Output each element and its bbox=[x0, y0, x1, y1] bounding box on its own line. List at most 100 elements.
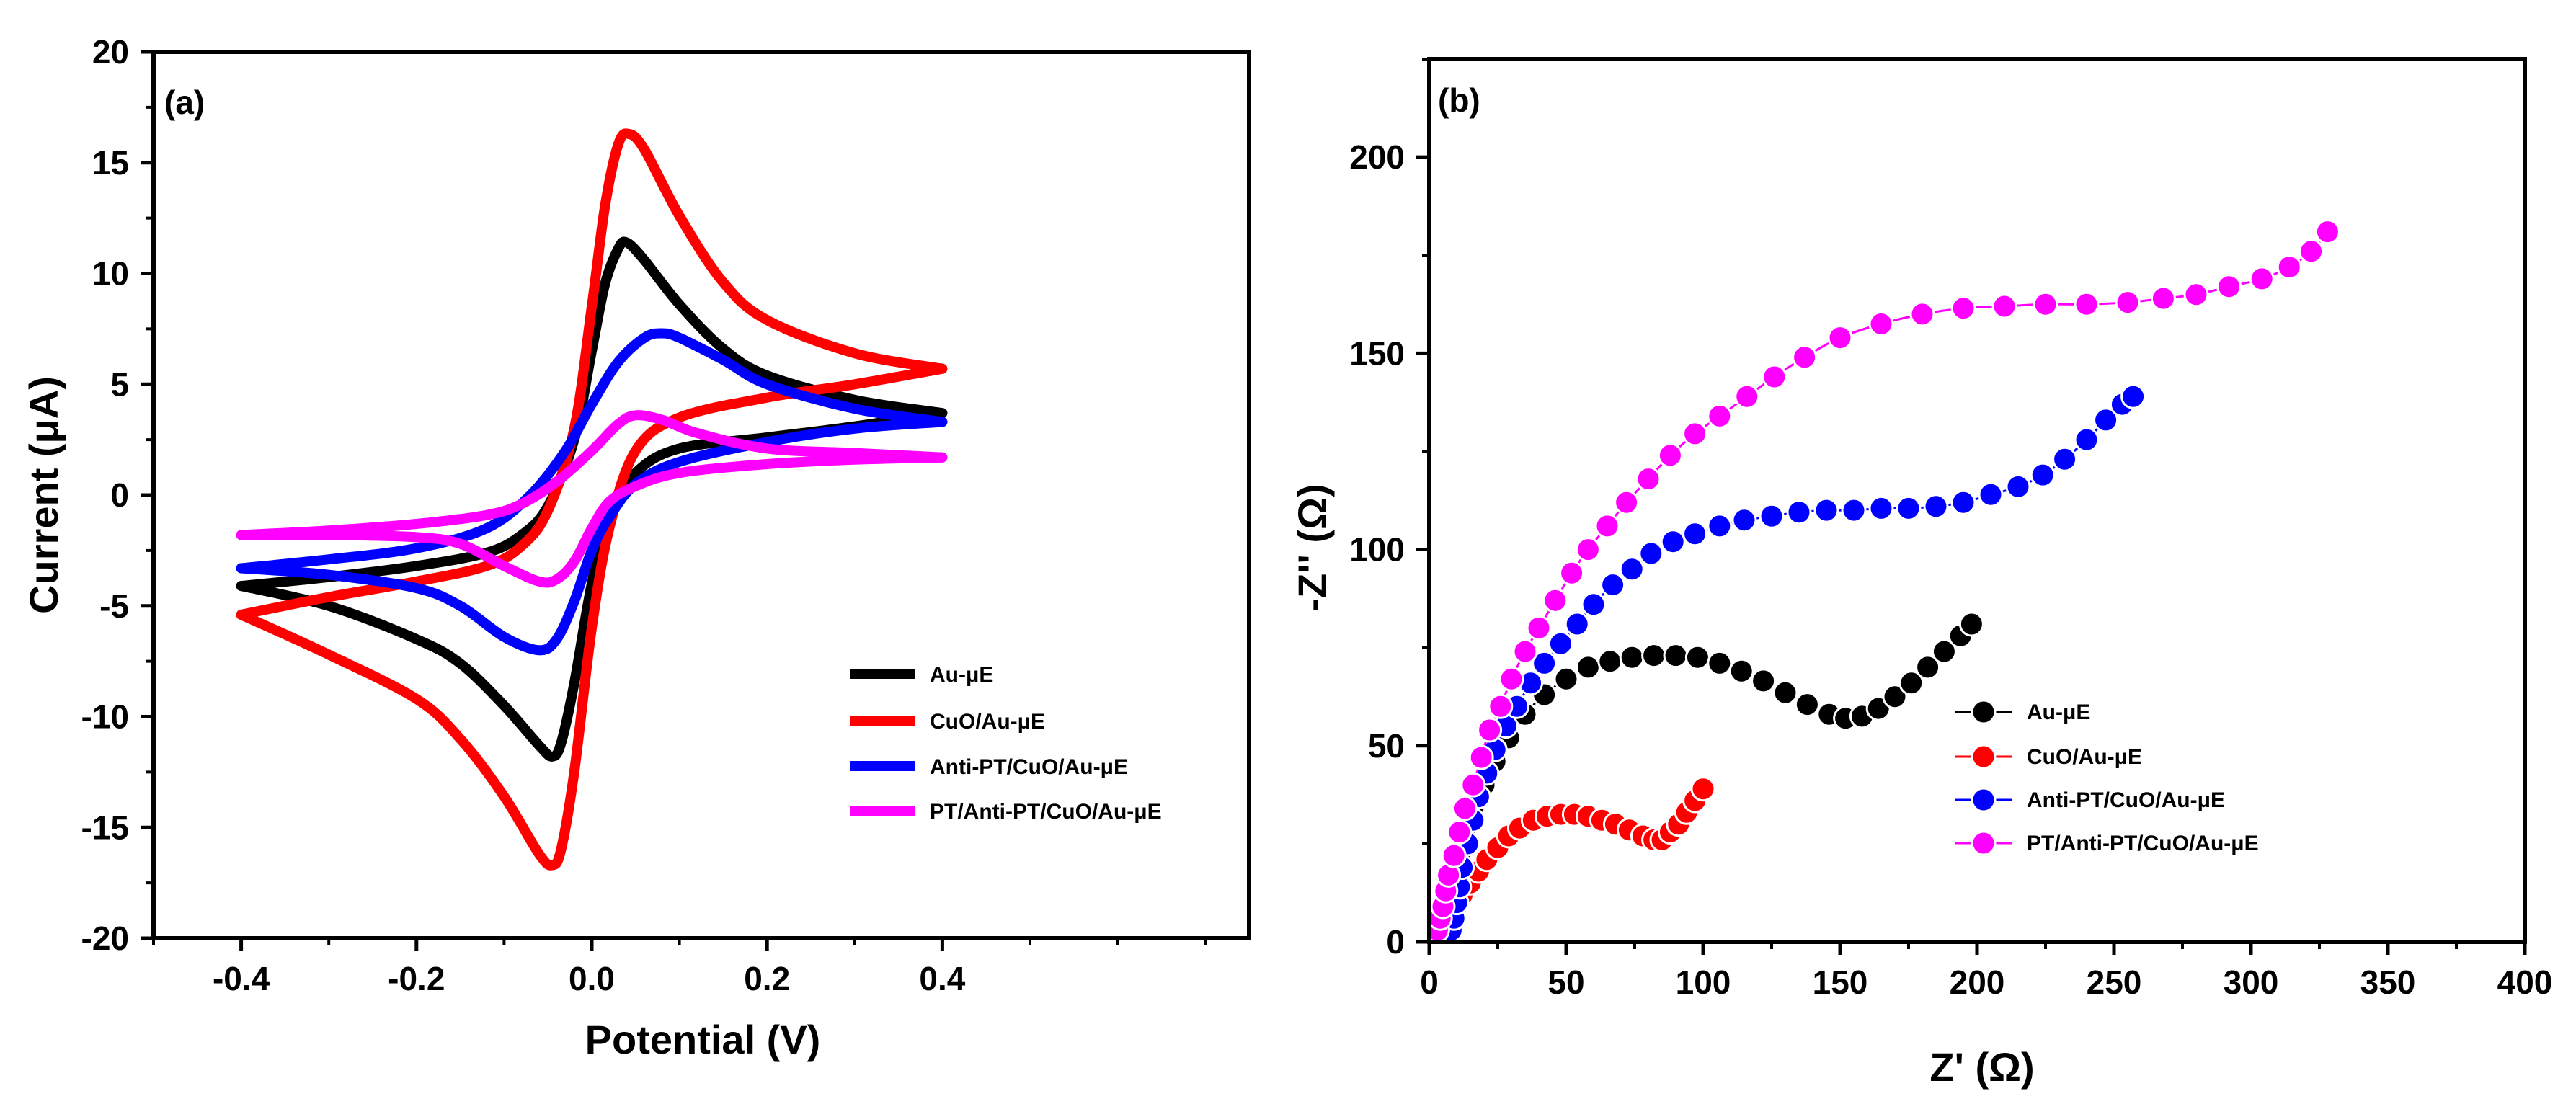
cv-curve-au-e-reverse bbox=[236, 408, 948, 762]
eis-series-anti-pt-cuo-au-e-point bbox=[1813, 497, 1839, 523]
eis-panel: 0 50 100 150 200 250 300 350 400 0 50 100 150 200 (b… bbox=[1289, 57, 2552, 1090]
eis-series-pt-anti-pt-cuo-au-e-point bbox=[1559, 560, 1585, 586]
eis-series-anti-pt-cuo-au-e-point bbox=[1923, 494, 1949, 520]
eis-series-pt-anti-pt-cuo-au-e-point bbox=[1526, 615, 1552, 641]
eis-legend-label-pt: PT/Anti-PT/CuO/Au-μE bbox=[2027, 832, 2259, 855]
eis-series-pt-anti-pt-cuo-au-e-point bbox=[1991, 293, 2017, 319]
eis-series-anti-pt-cuo-au-e-point bbox=[1619, 556, 1645, 582]
eis-x-tick-label: 350 bbox=[2360, 963, 2416, 1001]
eis-series-anti-pt-cuo-au-e-point bbox=[1868, 495, 1894, 521]
eis-series-pt-anti-pt-cuo-au-e-point bbox=[1575, 537, 1601, 563]
eis-y-tick-label: 0 bbox=[1386, 923, 1405, 961]
eis-series-pt-anti-pt-cuo-au-e-point bbox=[2216, 274, 2242, 300]
cv-legend-label-pt: PT/Anti-PT/CuO/Au-μE bbox=[930, 800, 1162, 824]
eis-x-tick-label: 400 bbox=[2497, 963, 2553, 1001]
eis-legend-marker-antipt bbox=[1971, 787, 1997, 813]
cv-curve-au-e-forward bbox=[236, 236, 948, 592]
cv-curve-pt-anti-pt-cuo-au-e-forward bbox=[236, 410, 948, 540]
cv-y-tick-label: 10 bbox=[92, 255, 129, 293]
eis-series-anti-pt-cuo-au-e-point bbox=[1581, 592, 1607, 618]
eis-series-au-e-point bbox=[1553, 666, 1579, 692]
cv-panel-label: (a) bbox=[164, 84, 205, 121]
cv-y-tick-label: -10 bbox=[81, 698, 129, 736]
cv-y-tick-label: 5 bbox=[110, 365, 129, 403]
eis-series-au-e-point bbox=[1619, 644, 1645, 670]
cv-curve-anti-pt-cuo-au-e-reverse bbox=[236, 417, 948, 656]
eis-series-pt-anti-pt-cuo-au-e-point bbox=[2183, 282, 2209, 308]
eis-series-pt-anti-pt-cuo-au-e-point bbox=[2074, 291, 2100, 317]
eis-series-anti-pt-cuo-au-e-point bbox=[1950, 489, 1976, 515]
eis-series-pt-anti-pt-cuo-au-e-point bbox=[1734, 383, 1760, 409]
cv-x-tick-labels: -0.4 -0.2 0.0 0.2 0.4 bbox=[213, 960, 966, 997]
eis-series-pt-anti-pt-cuo-au-e-point bbox=[1657, 442, 1683, 468]
eis-series-anti-pt-cuo-au-e-point bbox=[1978, 481, 2004, 507]
cv-panel: -0.4 -0.2 0.0 0.2 0.4 -20 -15 -10 -5 0 5 10 15 20 (a… bbox=[21, 33, 1251, 1062]
cv-y-tick-label: -15 bbox=[81, 809, 129, 846]
eis-series-anti-pt-cuo-au-e-point bbox=[1564, 611, 1590, 637]
eis-x-tick-label: 300 bbox=[2224, 963, 2279, 1001]
eis-x-tick-label: 50 bbox=[1547, 963, 1584, 1001]
eis-series-pt-anti-pt-cuo-au-e-point bbox=[1542, 587, 1568, 613]
eis-series-pt-anti-pt-cuo-au-e-point bbox=[1460, 772, 1486, 798]
eis-series-pt-anti-pt-cuo-au-e-point bbox=[1827, 325, 1853, 351]
eis-series-pt-anti-pt-cuo-au-e-point bbox=[2249, 266, 2275, 292]
eis-series-anti-pt-cuo-au-e-point bbox=[1896, 495, 1922, 521]
eis-series-anti-pt-cuo-au-e-point bbox=[1731, 507, 1757, 533]
eis-series-pt-anti-pt-cuo-au-e-point bbox=[1468, 744, 1494, 770]
eis-legend-label-cuo: CuO/Au-μE bbox=[2027, 745, 2142, 769]
eis-series-pt-anti-pt-cuo-au-e-point bbox=[1614, 489, 1640, 515]
eis-series-anti-pt-cuo-au-e-point bbox=[2052, 446, 2078, 472]
cv-ticks bbox=[141, 50, 1207, 951]
eis-series-anti-pt-cuo-au-e-point bbox=[2005, 473, 2031, 499]
eis-y-tick-label: 100 bbox=[1349, 531, 1405, 569]
eis-series-au-e-point bbox=[1772, 680, 1798, 705]
cv-y-tick-label: -20 bbox=[81, 920, 129, 957]
eis-legend-marker-au bbox=[1971, 699, 1997, 725]
eis-series-anti-pt-cuo-au-e-point bbox=[1841, 497, 1867, 523]
eis-series-pt-anti-pt-cuo-au-e-point bbox=[1635, 466, 1661, 492]
eis-series-anti-pt-cuo-au-e-point bbox=[1600, 572, 1626, 598]
eis-series-au-e-point bbox=[1751, 668, 1777, 694]
eis-series-pt-anti-pt-cuo-au-e-point bbox=[2115, 290, 2141, 316]
cv-x-tick-label: 0.2 bbox=[744, 960, 790, 997]
cv-y-axis-title: Current (μA) bbox=[21, 376, 66, 614]
eis-series-pt-anti-pt-cuo-au-e-point bbox=[1441, 842, 1467, 868]
cv-x-axis-title: Potential (V) bbox=[585, 1017, 821, 1062]
eis-series-anti-pt-cuo-au-e-point bbox=[2093, 407, 2119, 433]
eis-series-anti-pt-cuo-au-e-point bbox=[1707, 513, 1733, 539]
eis-series-au-e-point bbox=[1641, 643, 1667, 669]
eis-series-pt-anti-pt-cuo-au-e-point bbox=[2150, 285, 2176, 311]
eis-series-anti-pt-cuo-au-e-point bbox=[1786, 499, 1812, 525]
cv-legend-label-cuo: CuO/Au-μE bbox=[930, 710, 1045, 734]
eis-y-tick-label: 200 bbox=[1349, 138, 1405, 176]
cv-y-tick-label: 20 bbox=[92, 33, 129, 71]
eis-x-tick-labels: 0 50 100 150 200 250 300 350 400 bbox=[1420, 963, 2552, 1001]
cv-curve-pt-anti-pt-cuo-au-e-reverse bbox=[236, 452, 948, 588]
eis-series-au-e-point bbox=[1707, 650, 1733, 676]
eis-series-anti-pt-cuo-au-e-point bbox=[1532, 650, 1558, 676]
cv-x-tick-label: 0.0 bbox=[569, 960, 615, 997]
eis-series-pt-anti-pt-cuo-au-e-point bbox=[1707, 403, 1733, 429]
eis-series-pt-anti-pt-cuo-au-e-point bbox=[1594, 513, 1620, 539]
eis-legend-label-antipt: Anti-PT/CuO/Au-μE bbox=[2027, 788, 2225, 812]
eis-y-axis-title: -Z'' (Ω) bbox=[1289, 484, 1335, 611]
eis-series-pt-anti-pt-cuo-au-e-point bbox=[1447, 819, 1473, 845]
eis-series-anti-pt-cuo-au-e-point bbox=[2120, 383, 2146, 409]
cv-curve-cuo-au-e-reverse bbox=[236, 363, 948, 871]
eis-series-anti-pt-cuo-au-e-point bbox=[1660, 529, 1686, 555]
cv-x-tick-label: 0.4 bbox=[919, 960, 965, 997]
eis-legend-marker-cuo bbox=[1971, 744, 1997, 770]
cv-x-tick-label: -0.4 bbox=[213, 960, 270, 997]
eis-series-pt-anti-pt-cuo-au-e-point bbox=[2299, 239, 2324, 264]
cv-x-tick-label: -0.2 bbox=[388, 960, 445, 997]
eis-series-anti-pt-cuo-au-e-point bbox=[1759, 503, 1785, 529]
eis-legend: Au-μE CuO/Au-μE Anti-PT/CuO/Au-μE PT/Ant… bbox=[1955, 699, 2259, 856]
cv-y-tick-label: 15 bbox=[92, 144, 129, 182]
cv-y-tick-label: 0 bbox=[110, 476, 129, 514]
eis-x-tick-label: 200 bbox=[1950, 963, 2005, 1001]
eis-x-axis-title: Z' (Ω) bbox=[1929, 1044, 2034, 1090]
eis-legend-label-au: Au-μE bbox=[2027, 700, 2090, 724]
eis-series-pt-anti-pt-cuo-au-e-point bbox=[1477, 717, 1503, 743]
eis-ticks bbox=[1416, 58, 2527, 955]
